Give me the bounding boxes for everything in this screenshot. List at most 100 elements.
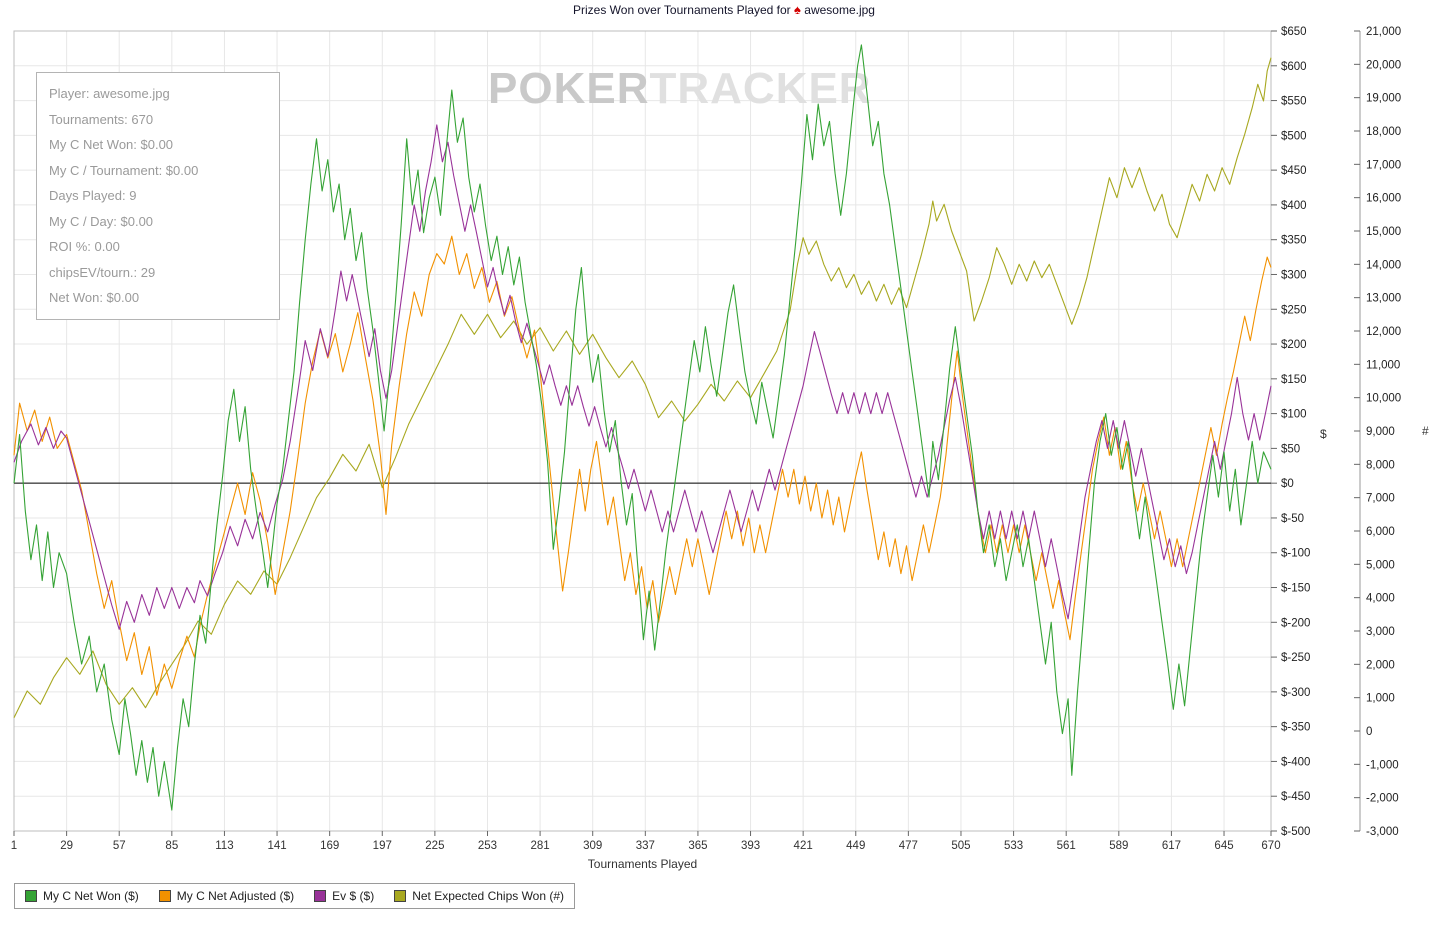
svg-text:$-50: $-50 [1281, 513, 1304, 525]
svg-text:$250: $250 [1281, 304, 1307, 316]
svg-text:$600: $600 [1281, 61, 1307, 73]
pokerstars-spade-icon: ♠ [794, 2, 801, 17]
svg-text:POKERTRACKER: POKERTRACKER [488, 64, 872, 113]
stat-player: Player: awesome.jpg [49, 86, 170, 101]
legend-swatch-olive [394, 890, 407, 902]
stat-tournaments: Tournaments: 670 [49, 111, 154, 127]
svg-text:1,000: 1,000 [1366, 693, 1395, 705]
x-axis-title: Tournaments Played [587, 857, 698, 871]
svg-text:1: 1 [11, 840, 17, 852]
svg-text:19,000: 19,000 [1366, 93, 1401, 105]
svg-text:85: 85 [165, 840, 178, 852]
legend-item-expected-chips: Net Expected Chips Won (#) [394, 889, 564, 903]
svg-text:$0: $0 [1281, 478, 1294, 490]
svg-text:$-500: $-500 [1281, 826, 1310, 838]
svg-text:$400: $400 [1281, 200, 1307, 212]
chart-title: Prizes Won over Tournaments Played for ♠… [0, 2, 1448, 17]
svg-text:$450: $450 [1281, 165, 1307, 177]
svg-text:$200: $200 [1281, 339, 1307, 351]
svg-text:589: 589 [1109, 840, 1128, 852]
svg-text:645: 645 [1214, 840, 1233, 852]
svg-text:$-250: $-250 [1281, 652, 1310, 664]
series-net-expected-chips-won [13, 57, 1272, 718]
svg-text:12,000: 12,000 [1366, 326, 1401, 338]
svg-text:113: 113 [215, 840, 233, 852]
series-my-c-net-won [13, 44, 1272, 811]
svg-text:309: 309 [583, 840, 602, 852]
series-ev [13, 124, 1272, 630]
svg-text:449: 449 [846, 840, 865, 852]
svg-text:670: 670 [1261, 840, 1280, 852]
svg-text:-2,000: -2,000 [1366, 793, 1399, 805]
svg-text:477: 477 [899, 840, 918, 852]
legend-label-ev: Ev $ ($) [332, 889, 375, 903]
svg-text:533: 533 [1004, 840, 1023, 852]
svg-text:-1,000: -1,000 [1366, 759, 1399, 771]
svg-text:$350: $350 [1281, 235, 1307, 247]
svg-text:10,000: 10,000 [1366, 393, 1401, 405]
chart-title-player: awesome.jpg [804, 3, 875, 17]
svg-text:281: 281 [531, 840, 550, 852]
legend-item-ev: Ev $ ($) [314, 889, 374, 903]
svg-text:$550: $550 [1281, 96, 1307, 108]
stat-chipsev-per-tourn: chipsEV/tourn.: 29 [49, 264, 156, 280]
svg-text:8,000: 8,000 [1366, 459, 1395, 471]
svg-text:$650: $650 [1281, 26, 1307, 38]
svg-text:421: 421 [794, 840, 813, 852]
plot-border [13, 30, 1272, 832]
legend-swatch-orange [158, 890, 171, 902]
svg-text:253: 253 [478, 840, 497, 852]
svg-text:16,000: 16,000 [1366, 193, 1401, 205]
count-axis-title: # [1422, 424, 1429, 438]
dollar-axis-title: $ [1320, 427, 1327, 441]
svg-text:393: 393 [741, 840, 760, 852]
svg-text:2,000: 2,000 [1366, 659, 1395, 671]
stat-per-tournament: My C / Tournament: $0.00 [49, 162, 199, 178]
svg-text:$-100: $-100 [1281, 548, 1310, 560]
svg-text:20,000: 20,000 [1366, 59, 1401, 71]
svg-text:$50: $50 [1281, 443, 1300, 455]
stat-per-day: My C / Day: $0.00 [49, 213, 154, 229]
svg-text:13,000: 13,000 [1366, 293, 1401, 305]
legend-item-net-won: My C Net Won ($) [25, 889, 139, 903]
svg-text:141: 141 [267, 840, 286, 852]
legend-item-net-adjusted: My C Net Adjusted ($) [158, 889, 294, 903]
svg-text:169: 169 [320, 840, 339, 852]
svg-text:18,000: 18,000 [1366, 126, 1401, 138]
svg-text:$-300: $-300 [1281, 687, 1310, 699]
svg-text:7,000: 7,000 [1366, 493, 1395, 505]
legend: My C Net Won ($) My C Net Adjusted ($) E… [14, 883, 576, 909]
legend-label-net-won: My C Net Won ($) [43, 889, 139, 903]
svg-text:$300: $300 [1281, 269, 1307, 281]
svg-text:15,000: 15,000 [1366, 226, 1401, 238]
svg-text:$150: $150 [1281, 374, 1307, 386]
svg-text:365: 365 [688, 840, 707, 852]
svg-text:$-200: $-200 [1281, 617, 1310, 629]
svg-text:$-400: $-400 [1281, 756, 1310, 768]
stat-net-won-total: Net Won: $0.00 [49, 290, 140, 305]
svg-text:$-450: $-450 [1281, 791, 1310, 803]
legend-swatch-green [25, 890, 37, 902]
svg-text:$500: $500 [1281, 130, 1307, 142]
svg-text:197: 197 [373, 840, 392, 852]
svg-text:337: 337 [636, 840, 655, 852]
svg-text:$-350: $-350 [1281, 722, 1310, 734]
svg-text:29: 29 [60, 840, 73, 852]
svg-text:3,000: 3,000 [1366, 626, 1395, 638]
svg-text:21,000: 21,000 [1366, 26, 1401, 38]
x-axis: 1 29 57 85 113 141 169 197 225 253 281 309 337 365 393… [11, 831, 1281, 852]
svg-text:17,000: 17,000 [1366, 159, 1401, 171]
dollar-axis: $650 $600 $550 $500 $450 $400 $350 $300 $250 $200… [1271, 26, 1310, 838]
svg-text:$-150: $-150 [1281, 583, 1310, 595]
svg-text:$100: $100 [1281, 409, 1307, 421]
svg-text:14,000: 14,000 [1366, 259, 1401, 271]
svg-text:5,000: 5,000 [1366, 559, 1395, 571]
svg-text:9,000: 9,000 [1366, 426, 1395, 438]
svg-text:-3,000: -3,000 [1366, 826, 1399, 838]
legend-swatch-purple [314, 890, 327, 902]
svg-text:225: 225 [425, 840, 444, 852]
svg-text:505: 505 [951, 840, 970, 852]
chart-title-text: Prizes Won over Tournaments Played for [573, 3, 791, 17]
